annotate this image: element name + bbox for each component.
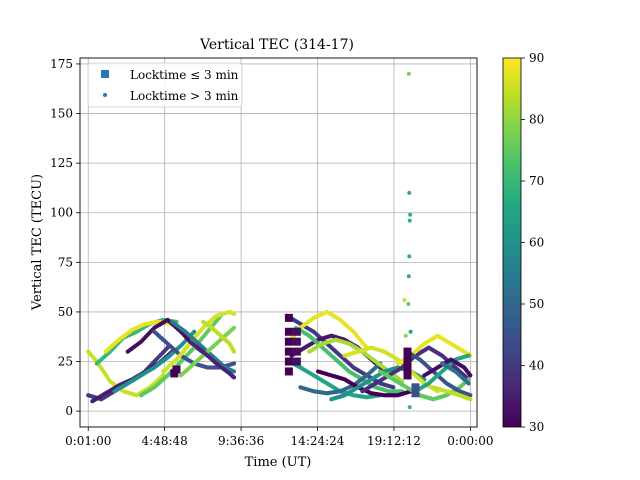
chart-title: Vertical TEC (314-17) (199, 37, 354, 53)
legend-label-locktime-long: Locktime > 3 min (130, 89, 239, 103)
colorbar-tick-label: 50 (529, 297, 544, 311)
locktime-squares-layer (170, 313, 420, 398)
y-tick-label: 25 (58, 355, 73, 369)
data-point (468, 393, 473, 398)
locktime-square-marker (292, 327, 301, 336)
plot-frame (79, 57, 478, 428)
isolated-point (407, 405, 412, 410)
data-point (468, 373, 473, 378)
y-tick-label: 175 (50, 57, 73, 71)
data-point (466, 353, 471, 358)
y-tick-label: 150 (50, 107, 73, 121)
x-tick-label: 0:01:00 (65, 434, 111, 448)
locktime-square-marker (411, 383, 420, 392)
legend-label-locktime-short: Locktime ≤ 3 min (130, 68, 239, 82)
locktime-square-marker (292, 357, 301, 366)
data-point (192, 329, 197, 334)
isolated-points-layer (402, 71, 413, 410)
y-tick-label: 50 (58, 305, 73, 319)
series-layer (86, 309, 473, 404)
locktime-square-marker (403, 371, 412, 380)
locktime-square-marker (284, 347, 293, 356)
colorbar-tick-label: 40 (529, 359, 544, 373)
colorbar-tick-label: 60 (529, 236, 544, 250)
data-point (231, 325, 237, 330)
colorbar-ticks: 30 40 50 60 70 80 90 (521, 51, 544, 434)
locktime-square-marker (403, 347, 412, 356)
locktime-square-marker (284, 337, 293, 346)
y-tick-label: 100 (50, 206, 73, 220)
isolated-point (408, 212, 413, 217)
isolated-point (403, 333, 408, 338)
y-axis-ticks: 0 25 50 75 100 125 150 175 (50, 57, 80, 418)
data-point (231, 369, 237, 374)
locktime-square-marker (292, 347, 301, 356)
y-axis-label: Vertical TEC (TECU) (30, 174, 45, 311)
isolated-point (402, 298, 407, 303)
data-point (231, 349, 237, 354)
plot-area: 0:01:00 4:48:48 9:36:36 14:24:24 19:12:12 0:0… (50, 57, 493, 448)
locktime-square-marker (411, 389, 420, 398)
locktime-square-marker (403, 363, 412, 372)
legend-dot-marker (103, 93, 107, 97)
locktime-square-marker (284, 327, 293, 336)
data-point (466, 381, 471, 386)
colorbar: 30 40 50 60 70 80 90 (502, 51, 544, 434)
isolated-point (406, 71, 411, 76)
data-point (468, 397, 473, 402)
y-tick-label: 125 (50, 156, 73, 170)
x-axis-label: Time (UT) (245, 455, 312, 470)
x-tick-label: 19:12:12 (367, 434, 421, 448)
data-point (231, 361, 237, 366)
colorbar-tick-label: 70 (529, 174, 544, 188)
locktime-square-marker (292, 337, 301, 346)
locktime-square-marker (403, 355, 412, 364)
isolated-point (406, 302, 411, 306)
isolated-point (406, 274, 411, 279)
colorbar-gradient (502, 57, 522, 428)
x-axis-ticks: 0:01:00 4:48:48 9:36:36 14:24:24 19:12:12 0:0… (65, 427, 493, 448)
data-point (391, 385, 396, 390)
legend: Locktime ≤ 3 min Locktime > 3 min (87, 62, 243, 108)
isolated-point (407, 254, 412, 259)
x-tick-label: 14:24:24 (291, 434, 345, 448)
data-point (231, 311, 237, 317)
data-point (231, 375, 237, 380)
colorbar-tick-label: 80 (529, 113, 544, 127)
x-tick-label: 9:36:36 (218, 434, 264, 448)
isolated-point (408, 329, 413, 334)
locktime-square-marker (284, 313, 293, 322)
locktime-square-marker (284, 357, 293, 366)
x-tick-label: 0:00:00 (447, 434, 493, 448)
x-tick-label: 4:48:48 (142, 434, 188, 448)
isolated-point (407, 218, 412, 223)
legend-box (87, 62, 243, 108)
locktime-square-marker (284, 367, 293, 376)
colorbar-tick-label: 90 (529, 51, 544, 65)
grid-lines (80, 58, 477, 427)
legend-square-marker (101, 70, 109, 78)
isolated-point (407, 190, 412, 195)
y-tick-label: 0 (65, 404, 73, 418)
colorbar-tick-label: 30 (529, 420, 544, 434)
y-tick-label: 75 (58, 255, 73, 269)
locktime-square-marker (172, 365, 181, 374)
